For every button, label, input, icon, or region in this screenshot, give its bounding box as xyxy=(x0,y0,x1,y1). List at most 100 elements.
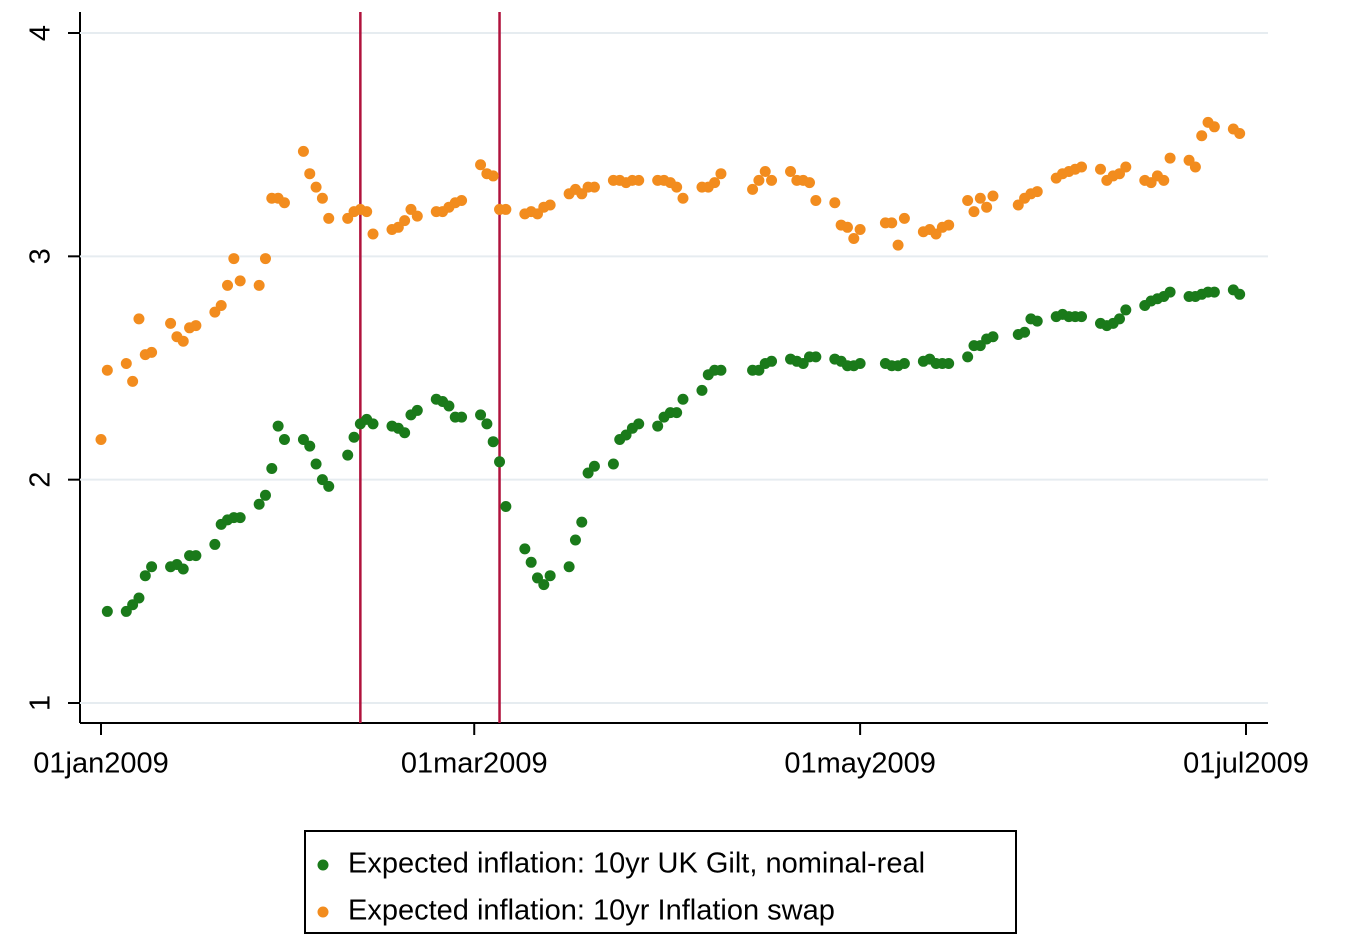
data-point xyxy=(297,145,309,157)
data-point xyxy=(525,556,537,568)
data-point xyxy=(177,563,189,575)
data-point xyxy=(715,168,727,180)
x-tick-label: 01jan2009 xyxy=(33,748,168,780)
data-point xyxy=(968,206,980,218)
data-point xyxy=(962,351,974,363)
data-point xyxy=(456,195,468,206)
data-point xyxy=(190,550,202,562)
data-point xyxy=(367,228,379,240)
data-point xyxy=(323,480,335,492)
data-point xyxy=(304,168,316,180)
data-point xyxy=(1120,161,1132,173)
data-point xyxy=(222,279,234,291)
data-point xyxy=(1095,163,1107,175)
data-point xyxy=(1019,326,1031,338)
legend-marker xyxy=(317,859,329,871)
data-point xyxy=(943,358,955,370)
y-tick-label: 2 xyxy=(25,472,57,488)
data-point xyxy=(361,206,373,218)
data-point xyxy=(766,355,778,367)
data-point xyxy=(101,364,113,376)
data-point xyxy=(487,170,499,182)
data-point xyxy=(1234,288,1246,300)
data-point xyxy=(481,418,493,430)
data-point xyxy=(139,570,151,582)
data-point xyxy=(146,561,158,573)
data-point xyxy=(671,181,683,193)
data-point xyxy=(120,358,132,370)
data-point xyxy=(519,543,531,555)
data-point xyxy=(829,197,841,209)
data-point xyxy=(898,358,910,370)
data-point xyxy=(544,199,556,211)
data-point xyxy=(278,197,290,209)
data-point xyxy=(810,195,822,206)
data-point xyxy=(190,320,202,332)
legend-label: Expected inflation: 10yr Inflation swap xyxy=(348,895,835,927)
data-point xyxy=(127,375,139,387)
legend-marker xyxy=(317,906,329,918)
y-tick-label: 4 xyxy=(25,25,57,41)
data-point xyxy=(310,458,322,470)
data-point xyxy=(633,174,645,186)
data-point xyxy=(487,436,499,448)
data-point xyxy=(886,217,898,229)
data-point xyxy=(588,460,600,472)
data-point xyxy=(367,418,379,430)
data-point xyxy=(854,358,866,370)
data-point xyxy=(1120,304,1132,316)
data-point xyxy=(1158,174,1170,186)
data-point xyxy=(576,516,588,528)
data-point xyxy=(133,592,145,604)
data-point xyxy=(569,534,581,546)
legend-box xyxy=(304,830,1017,934)
data-point xyxy=(234,275,246,287)
data-point xyxy=(323,212,335,224)
data-point xyxy=(715,364,727,376)
data-point xyxy=(759,165,771,177)
data-point xyxy=(443,400,455,412)
data-point xyxy=(696,384,708,396)
x-tick-label: 01may2009 xyxy=(784,748,936,780)
data-point xyxy=(411,210,423,222)
data-point xyxy=(1208,121,1220,133)
data-point xyxy=(165,317,177,329)
data-point xyxy=(1208,286,1220,298)
data-point xyxy=(1031,186,1043,198)
data-point xyxy=(848,232,860,244)
data-point xyxy=(810,351,822,363)
data-point xyxy=(563,561,575,573)
data-point xyxy=(753,174,765,186)
data-point xyxy=(981,201,993,213)
data-point xyxy=(607,458,619,470)
legend-label: Expected inflation: 10yr UK Gilt, nomina… xyxy=(348,848,925,880)
data-point xyxy=(342,449,354,461)
data-point xyxy=(456,411,468,423)
data-point xyxy=(898,212,910,224)
data-point xyxy=(854,224,866,236)
data-point xyxy=(500,500,512,512)
data-point xyxy=(1076,311,1088,323)
data-point xyxy=(652,420,664,432)
data-point xyxy=(399,427,411,439)
data-point xyxy=(234,512,246,524)
data-point xyxy=(272,420,284,432)
data-point xyxy=(259,489,271,501)
data-point xyxy=(962,195,974,206)
data-point xyxy=(500,203,512,215)
data-point xyxy=(95,433,107,445)
data-point xyxy=(316,192,328,204)
data-point xyxy=(671,407,683,419)
data-point xyxy=(785,165,797,177)
data-point xyxy=(987,190,999,202)
data-point xyxy=(747,183,759,195)
data-point xyxy=(146,346,158,358)
data-point xyxy=(399,215,411,227)
y-tick-label: 3 xyxy=(25,248,57,264)
data-point xyxy=(253,279,265,291)
data-point xyxy=(278,433,290,445)
data-point xyxy=(348,431,360,443)
data-point xyxy=(1234,128,1246,139)
data-point xyxy=(177,335,189,347)
